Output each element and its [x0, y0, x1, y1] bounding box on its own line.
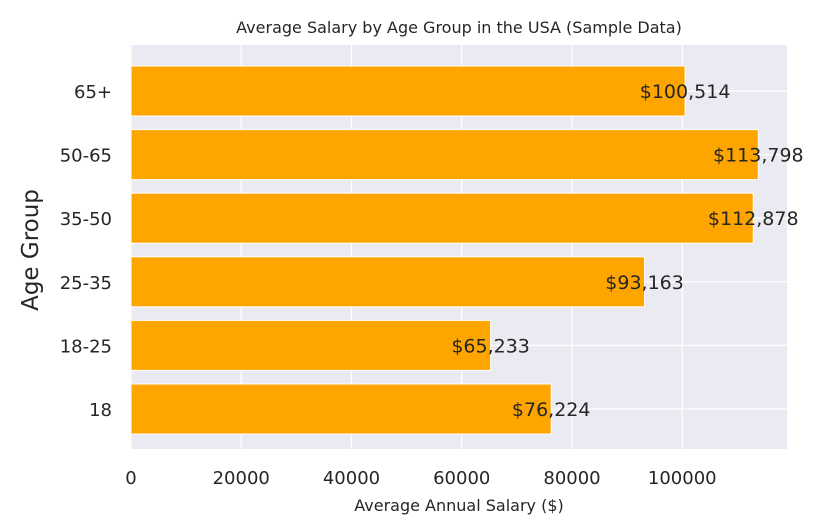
bar-65+ [130, 65, 686, 117]
x-tick-label: 20000 [213, 468, 270, 489]
y-tick-labels: 18 18-25 25-35 35-50 50-65 65+ [60, 82, 112, 421]
data-label-25-35: $93,163 [605, 272, 684, 294]
bar-50-65 [130, 129, 759, 181]
bar-18-25 [130, 319, 492, 371]
x-tick-label: 100000 [648, 468, 717, 489]
chart-title: Average Salary by Age Group in the USA (… [236, 18, 682, 37]
data-label-65+: $100,514 [640, 81, 731, 103]
y-tick-label: 35-50 [60, 209, 112, 230]
y-tick-label: 50-65 [60, 146, 112, 167]
data-label-18: $76,224 [512, 399, 591, 421]
bar-18 [130, 383, 552, 435]
data-labels: $76,224 $65,233 $93,163 $112,878 $113,798 $10… [451, 81, 803, 421]
data-label-18-25: $65,233 [451, 335, 530, 357]
x-tick-label: 40000 [323, 468, 380, 489]
y-tick-label: 18 [89, 400, 112, 421]
x-tick-labels: 0 20000 40000 60000 80000 100000 [125, 468, 716, 489]
y-tick-label: 18-25 [60, 336, 112, 357]
y-tick-label: 65+ [74, 82, 112, 103]
bars [130, 65, 759, 435]
x-tick-label: 80000 [543, 468, 600, 489]
x-tick-label: 0 [125, 468, 136, 489]
x-tick-label: 60000 [433, 468, 490, 489]
bar-35-50 [130, 192, 754, 244]
data-label-50-65: $113,798 [713, 145, 804, 167]
bar-25-35 [130, 256, 646, 308]
data-label-35-50: $112,878 [708, 208, 799, 230]
y-tick-label: 25-35 [60, 273, 112, 294]
x-axis-label: Average Annual Salary ($) [354, 496, 564, 515]
y-axis-label: Age Group [18, 189, 44, 311]
